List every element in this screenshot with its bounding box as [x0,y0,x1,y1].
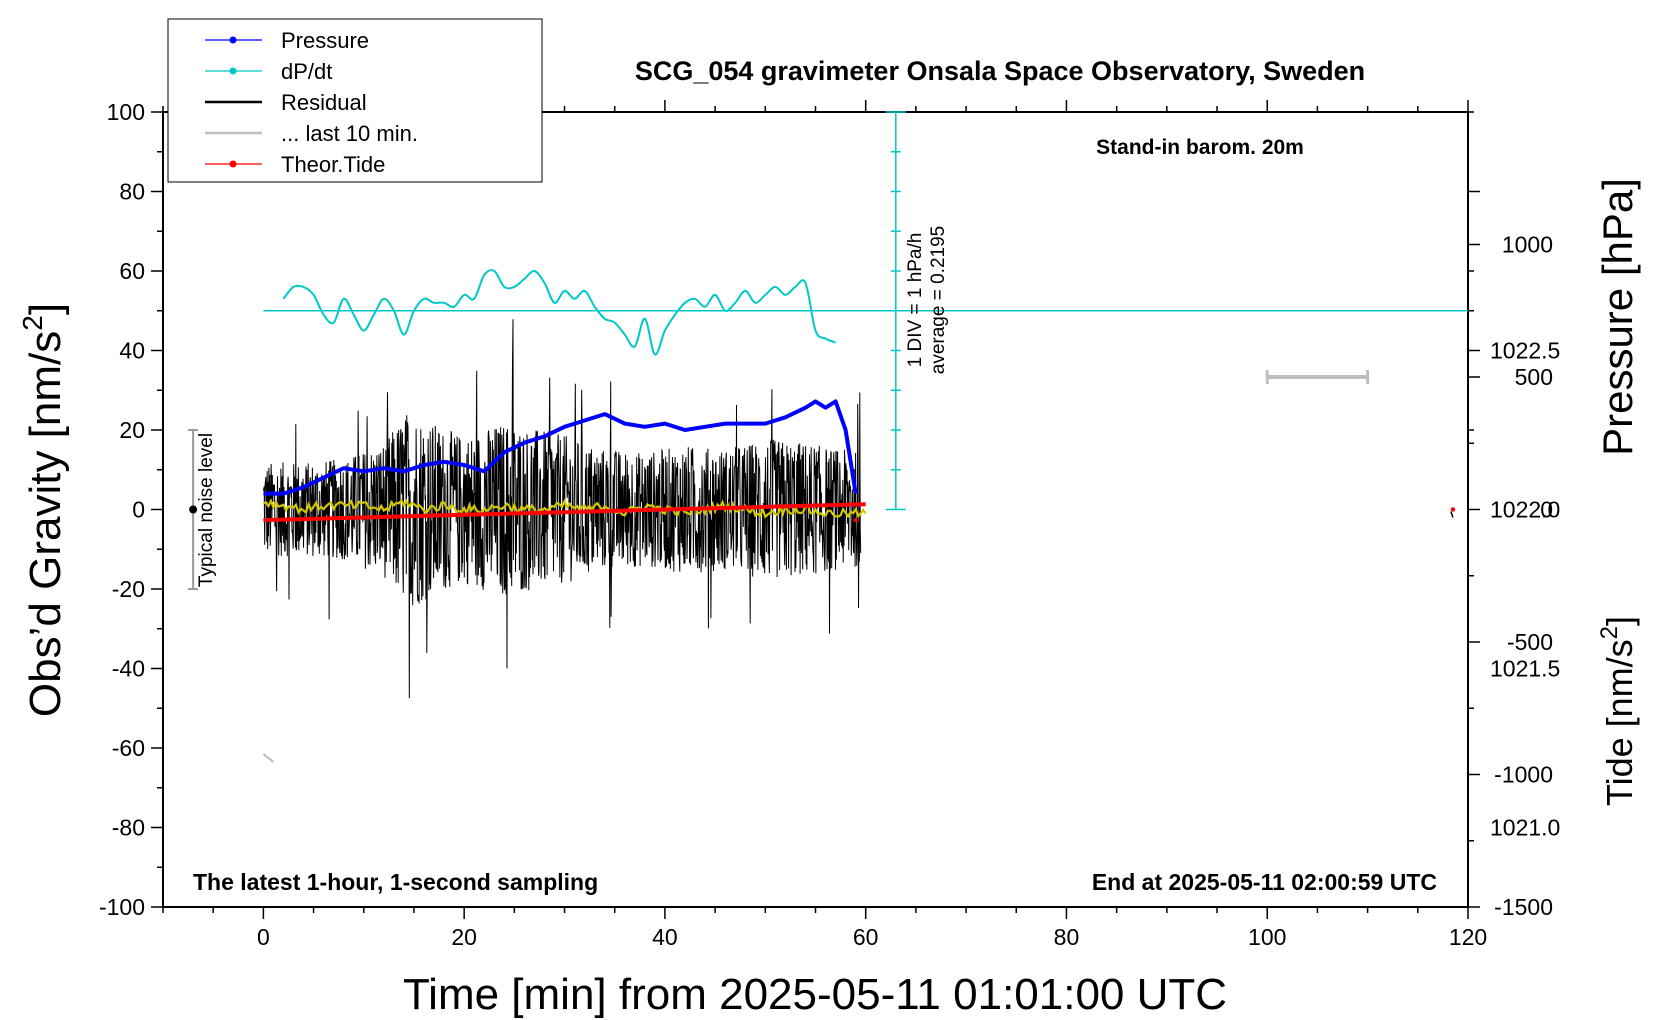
pressure-tick-label: 1022.0 [1490,497,1560,523]
pressure-tick-label: 1021.0 [1490,815,1560,841]
residual-smoothed-series [263,498,867,519]
legend-marker [229,36,237,44]
legend-label: dP/dt [281,59,332,84]
tide-axis-label-close: ] [1599,616,1640,626]
legend-item: Theor.Tide [205,152,385,177]
pressure-axis-label: Pressure [hPa] [1594,178,1641,456]
tide-tick-label: -500 [1507,629,1553,655]
last-10-min-line [262,753,275,763]
y-tick-label: 0 [132,497,145,523]
legend: Pressure dP/dt Residual ... last 10 min. The… [167,18,543,183]
x-tick-label: 0 [257,924,270,950]
average-label: average = 0.2195 [928,226,949,374]
y-tick-label: 40 [119,338,145,364]
y-axis-label-sup: 2 [17,315,48,331]
tide-tick-label: 500 [1515,364,1553,390]
x-tick-label: 80 [1054,924,1080,950]
legend-label: Pressure [281,28,369,53]
pressure-tick-label: 1021.5 [1490,656,1560,682]
y-axis-label-close: ] [21,303,70,315]
pressure-line [263,399,858,496]
y-axis-label-main: Obs’d Gravity [nm/s [21,331,70,717]
y-tick-label: 80 [119,179,145,205]
dpdt-scale-axis [263,111,1468,511]
tide-tick-label: -1000 [1494,762,1553,788]
x-tick-label: 120 [1449,924,1487,950]
residual-series [262,319,862,699]
tide-tick-label: -1500 [1494,894,1553,920]
y-axis-label: Obs’d Gravity [nm/s2] [17,303,70,717]
pressure-series [263,399,858,496]
x-axis-label: Time [min] from 2025-05-11 01:01:00 UTC [403,970,1227,1019]
y-tick-label: -80 [112,815,145,841]
noise-label: Typical noise level [196,433,217,587]
dpdt-series [282,269,836,356]
legend-label: Residual [281,90,367,115]
tide-point [1450,507,1456,512]
tide-line [263,502,866,523]
tide-point [853,518,858,523]
x-tick-label: 100 [1248,924,1286,950]
legend-box [167,18,543,183]
tide-axis-label: Tide [nm/s2] [1596,616,1640,806]
tide-axis-label-sup: 2 [1596,626,1623,639]
pressure-tick-label: 1022.5 [1490,338,1560,364]
y-tick-label: 20 [119,417,145,443]
sampling-note: The latest 1-hour, 1-second sampling [193,869,598,895]
residual-smoothed-line [263,498,867,519]
noise-level-bar [188,429,199,590]
dpdt-line [282,269,836,356]
y-tick-label: -100 [99,894,145,920]
tide-tick-label: 1000 [1502,232,1553,258]
tide-axis-label-main: Tide [nm/s [1599,639,1640,806]
x-tick-label: 40 [652,924,678,950]
noise-bar-center [189,505,198,514]
misc-marks [262,370,1454,763]
legend-item: Pressure [205,28,369,53]
y-tick-label: -60 [112,735,145,761]
y-tick-label: -20 [112,576,145,602]
legend-item: Residual [205,90,367,115]
legend-marker [229,67,237,75]
chart-title: SCG_054 gravimeter Onsala Space Observat… [635,56,1365,86]
legend-marker [229,160,237,168]
y-tick-label: -40 [112,656,145,682]
legend-item: dP/dt [205,59,332,84]
barom-note: Stand-in barom. 20m [1096,136,1304,159]
y-tick-label: 60 [119,258,145,284]
y-axis-ticks: -100 -80 -60 -40 -20 0 20 40 60 80 100 [99,99,163,920]
legend-item: ... last 10 min. [205,121,418,146]
tide-tick-label: 0 [1540,497,1553,523]
x-tick-label: 20 [451,924,477,950]
x-tick-label: 60 [853,924,879,950]
x-axis-ticks: 0 20 40 60 80 100 120 [162,100,1487,950]
residual-end-mark [1450,511,1454,518]
end-note: End at 2025-05-11 02:00:59 UTC [1092,869,1437,895]
tide-axis-ticks: -1500 -1000 -500 0 500 1000 [1468,232,1553,920]
pressure-axis-ticks: 1021.0 1021.5 1022.0 1022.5 [1468,111,1560,841]
legend-label: Theor.Tide [281,152,385,177]
y-tick-label: 100 [107,99,145,125]
residual-line [262,319,862,699]
div-label: 1 DIV = 1 hPa/h [905,233,926,368]
theor-tide-series [263,502,1456,523]
legend-label: ... last 10 min. [281,121,418,146]
